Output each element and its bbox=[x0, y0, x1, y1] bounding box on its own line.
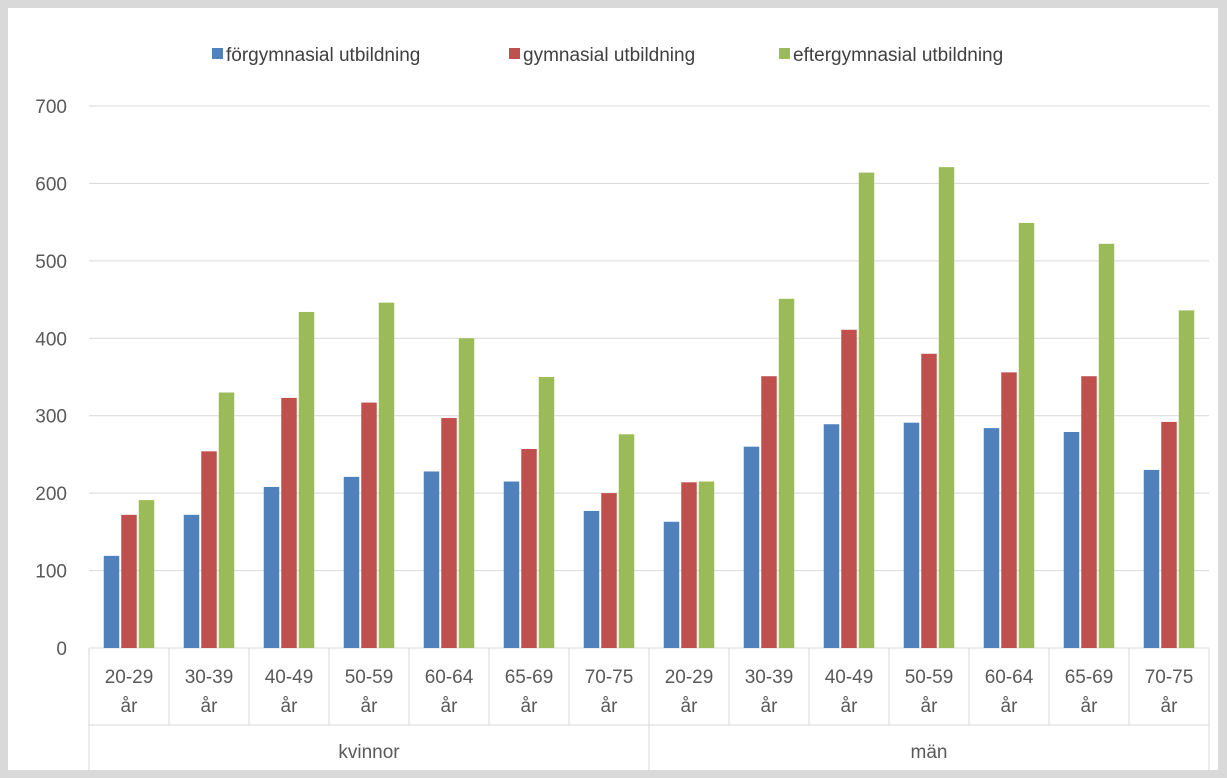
bar bbox=[1001, 372, 1017, 648]
bar bbox=[841, 329, 857, 648]
x-tick-label-unit: år bbox=[201, 696, 219, 717]
bar bbox=[121, 514, 137, 648]
bar bbox=[583, 510, 600, 648]
bar bbox=[343, 476, 360, 648]
x-tick-label: 30-39 bbox=[745, 667, 794, 688]
x-tick-label: 65-69 bbox=[1065, 667, 1114, 688]
y-tick-label: 500 bbox=[35, 252, 67, 273]
bar bbox=[681, 482, 697, 648]
bar bbox=[538, 377, 555, 648]
group-label: män bbox=[911, 742, 948, 763]
x-tick-label: 20-29 bbox=[105, 667, 154, 688]
x-tick-label-unit: år bbox=[521, 696, 539, 717]
x-tick-label-unit: år bbox=[361, 696, 379, 717]
x-tick-label-unit: år bbox=[841, 696, 859, 717]
bar bbox=[423, 471, 440, 648]
legend-label: eftergymnasial utbildning bbox=[793, 45, 1003, 66]
bar bbox=[921, 353, 937, 648]
bar bbox=[823, 424, 840, 648]
bar bbox=[138, 500, 155, 648]
y-tick-label: 300 bbox=[35, 407, 67, 428]
bar bbox=[218, 392, 235, 648]
bar bbox=[938, 167, 955, 648]
bar bbox=[858, 172, 875, 649]
y-tick-label: 400 bbox=[35, 329, 67, 350]
bar bbox=[503, 481, 520, 648]
x-tick-label: 65-69 bbox=[505, 667, 554, 688]
x-tick-label: 60-64 bbox=[985, 667, 1034, 688]
x-tick-label: 20-29 bbox=[665, 667, 714, 688]
x-tick-label-unit: år bbox=[921, 696, 939, 717]
x-tick-label: 30-39 bbox=[185, 667, 234, 688]
y-tick-label: 600 bbox=[35, 174, 67, 195]
x-tick-label-unit: år bbox=[281, 696, 299, 717]
bar bbox=[201, 451, 217, 648]
x-tick-label-unit: år bbox=[1161, 696, 1179, 717]
x-tick-label-unit: år bbox=[681, 696, 699, 717]
group-label: kvinnor bbox=[338, 742, 400, 763]
y-tick-label: 100 bbox=[35, 562, 67, 583]
y-tick-label: 200 bbox=[35, 484, 67, 505]
bar bbox=[281, 397, 297, 648]
bar bbox=[698, 481, 715, 648]
bar bbox=[183, 514, 200, 648]
x-tick-label-unit: år bbox=[601, 696, 619, 717]
bar bbox=[1081, 376, 1097, 648]
x-tick-label: 70-75 bbox=[585, 667, 634, 688]
bar bbox=[778, 298, 795, 648]
legend-swatch bbox=[509, 48, 520, 59]
x-tick-label: 70-75 bbox=[1145, 667, 1194, 688]
bar bbox=[263, 486, 280, 648]
bar bbox=[743, 446, 760, 648]
legend-swatch bbox=[212, 48, 223, 59]
bar bbox=[663, 521, 680, 648]
x-tick-label-unit: år bbox=[761, 696, 779, 717]
bar bbox=[601, 493, 617, 648]
bar bbox=[458, 338, 475, 648]
y-tick-label: 0 bbox=[56, 639, 67, 660]
x-tick-label-unit: år bbox=[1001, 696, 1019, 717]
legend-swatch bbox=[779, 48, 790, 59]
bar bbox=[521, 449, 537, 648]
bar bbox=[441, 418, 457, 648]
bar bbox=[983, 428, 1000, 648]
legend-label: förgymnasial utbildning bbox=[226, 45, 420, 66]
y-tick-label: 700 bbox=[35, 97, 67, 118]
x-tick-label: 50-59 bbox=[905, 667, 954, 688]
x-tick-label: 40-49 bbox=[265, 667, 314, 688]
bar bbox=[1143, 469, 1160, 648]
x-tick-label-unit: år bbox=[441, 696, 459, 717]
bar bbox=[298, 311, 315, 648]
bar bbox=[1063, 431, 1080, 648]
bar bbox=[378, 302, 395, 648]
x-tick-label-unit: år bbox=[121, 696, 139, 717]
bar bbox=[1098, 243, 1115, 648]
bar bbox=[1178, 310, 1195, 648]
bar bbox=[1161, 421, 1177, 648]
x-tick-label: 40-49 bbox=[825, 667, 874, 688]
legend-label: gymnasial utbildning bbox=[523, 45, 695, 66]
x-tick-label-unit: år bbox=[1081, 696, 1099, 717]
bar bbox=[903, 422, 920, 648]
bar bbox=[761, 376, 777, 648]
x-tick-label: 60-64 bbox=[425, 667, 474, 688]
bar bbox=[361, 402, 377, 648]
bar bbox=[103, 555, 120, 648]
x-tick-label: 50-59 bbox=[345, 667, 394, 688]
bar bbox=[618, 434, 635, 648]
bar bbox=[1018, 222, 1035, 648]
